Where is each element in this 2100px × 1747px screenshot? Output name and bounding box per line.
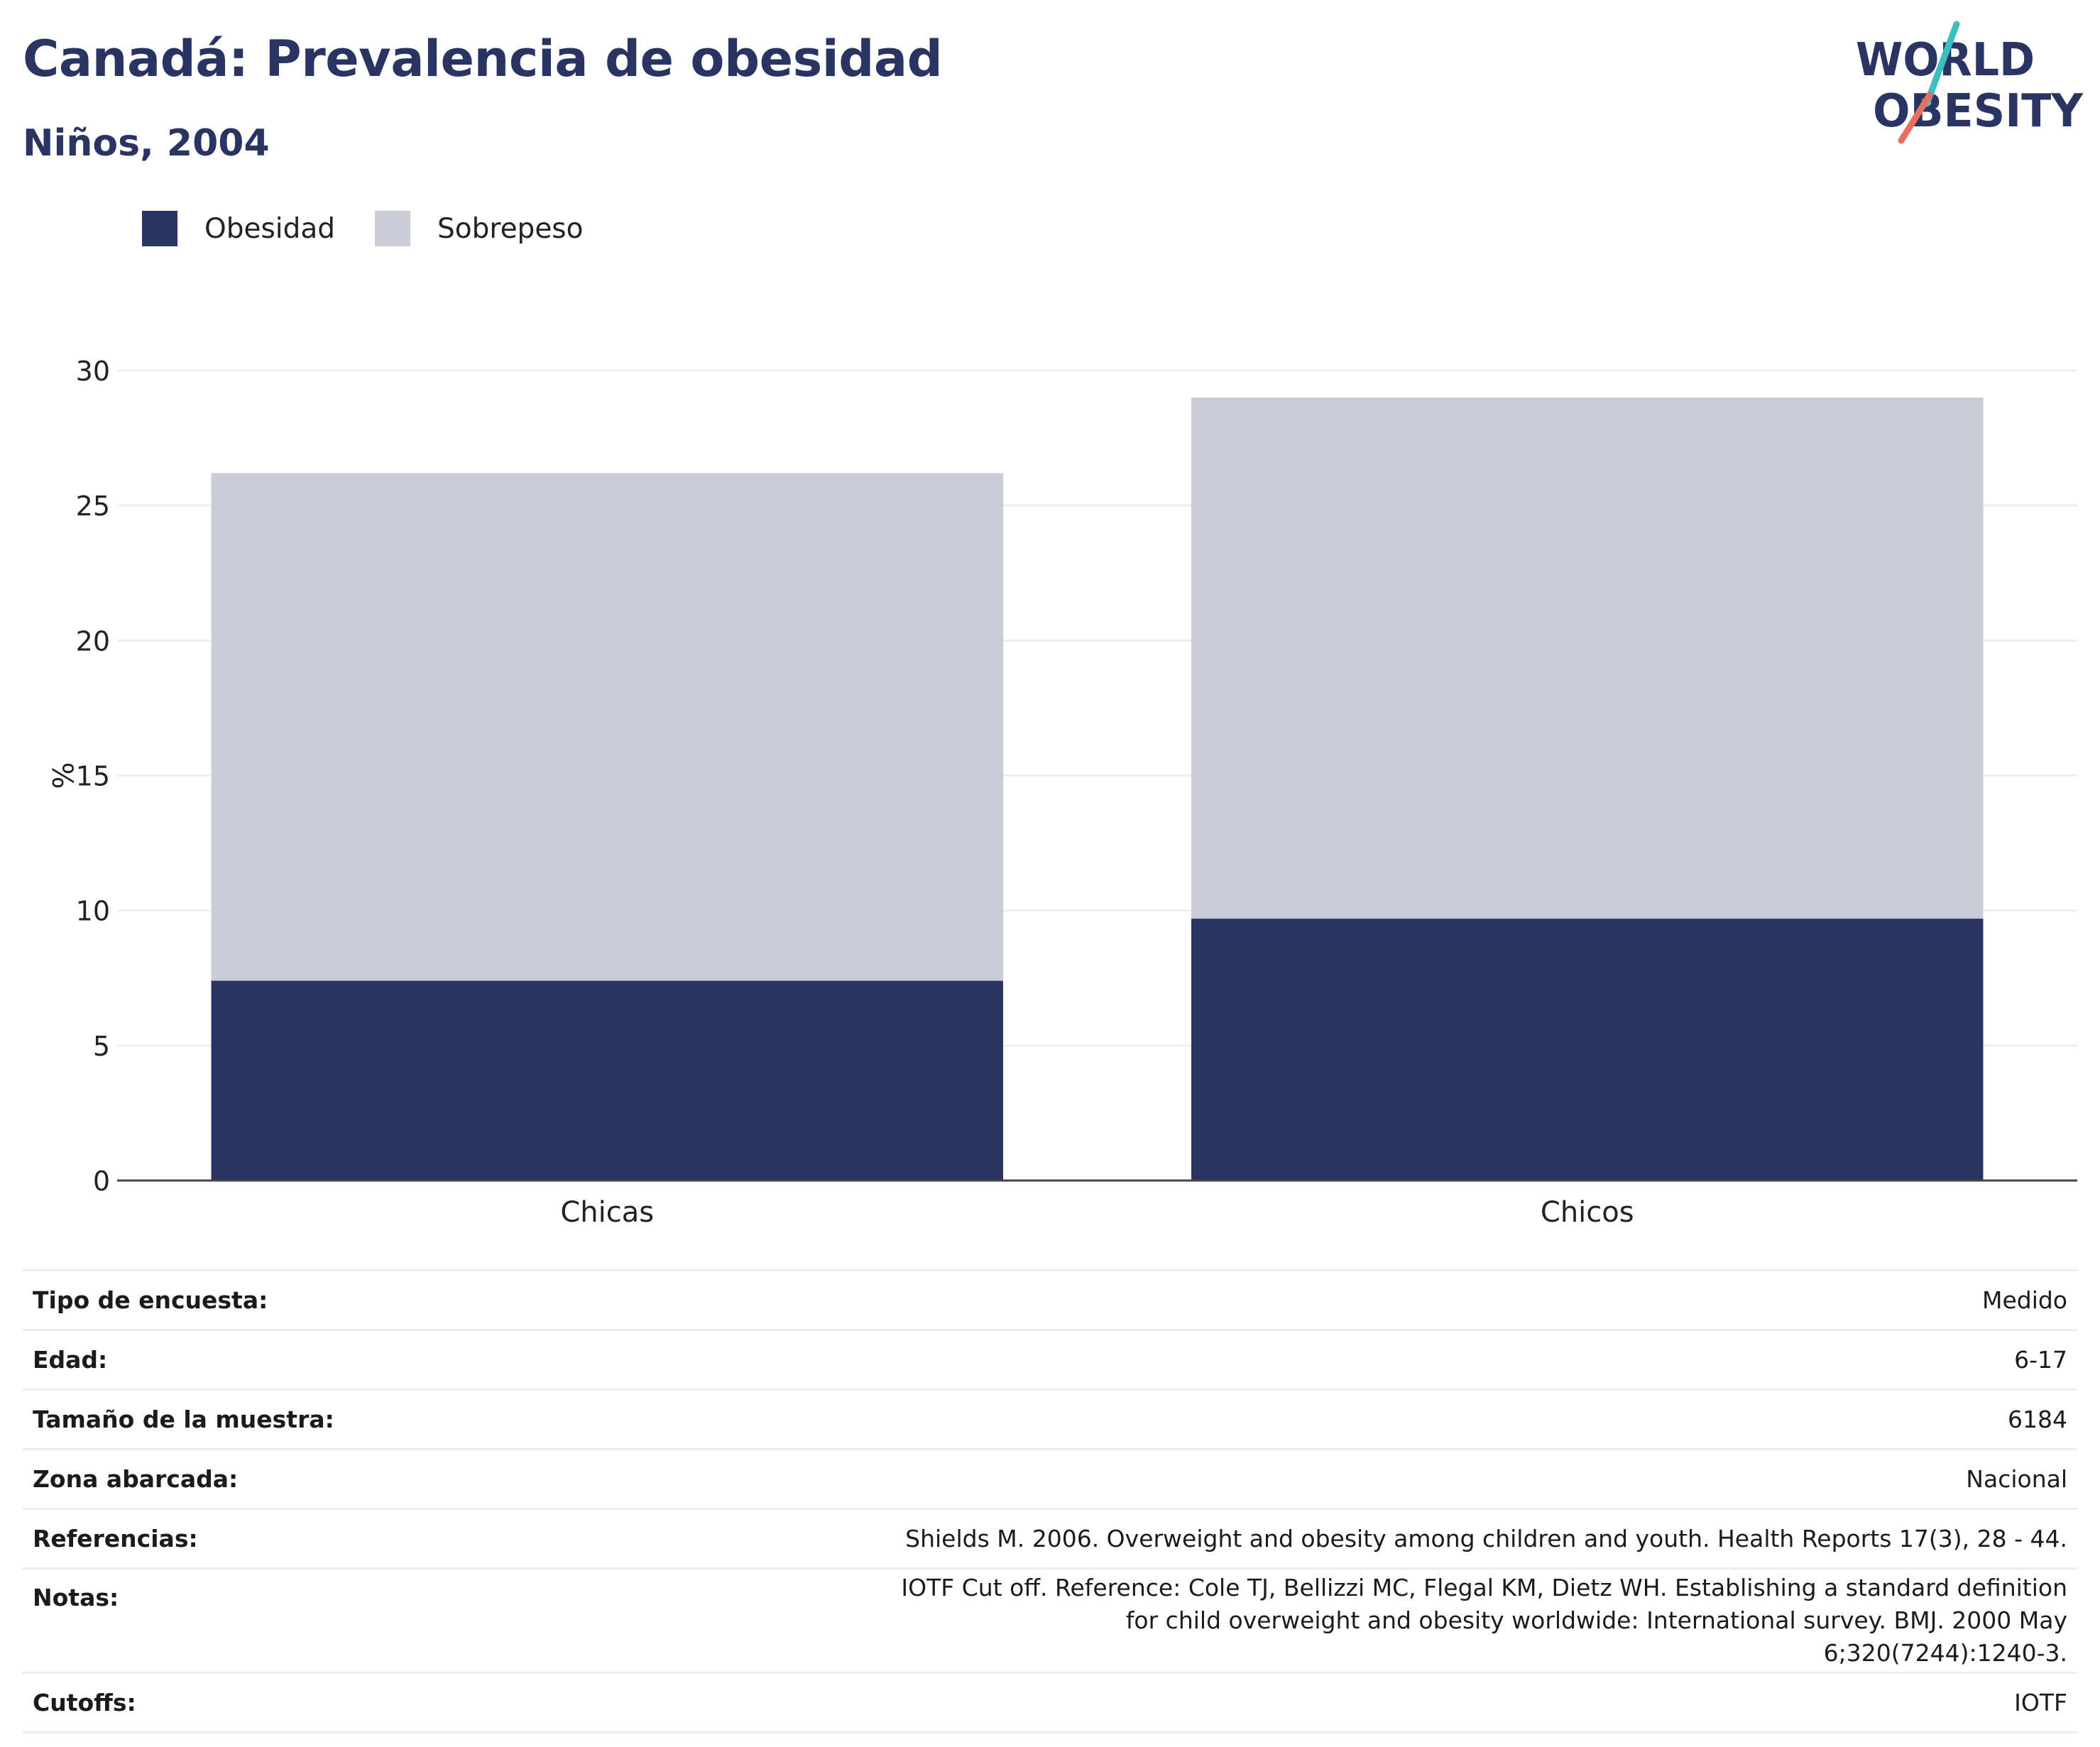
- info-label: Notas:: [33, 1584, 119, 1611]
- y-tick-label: 15: [76, 761, 110, 792]
- stacked-bar-chart: 0 5 10 15 20 25 30% Chicas Chicos: [45, 356, 2077, 1229]
- x-tick-label: Chicas: [560, 1196, 654, 1229]
- y-tick-label: 20: [76, 625, 110, 657]
- info-value: IOTF Cut off. Reference: Cole TJ, Belliz…: [901, 1574, 2067, 1667]
- info-value: 6-17: [2014, 1345, 2067, 1374]
- y-tick-label: 0: [93, 1166, 110, 1197]
- info-row-age: Edad: 6-17: [23, 1330, 2077, 1390]
- legend-swatch-obesity: [142, 211, 177, 246]
- info-row-notes: Notas: IOTF Cut off. Reference: Cole TJ,…: [23, 1568, 2077, 1673]
- bar-obesity-chicos: [1191, 919, 1984, 1181]
- logo-slash-coral: [1898, 92, 1933, 144]
- info-value: Nacional: [1966, 1464, 2067, 1493]
- info-label: Edad:: [33, 1346, 108, 1374]
- chart-subtitle: Niños, 2004: [23, 122, 270, 165]
- y-tick-label: 25: [76, 491, 110, 522]
- info-label: Zona abarcada:: [33, 1465, 239, 1493]
- info-label: Tipo de encuesta:: [33, 1286, 268, 1314]
- info-row-survey-type: Tipo de encuesta: Medido: [23, 1270, 2077, 1330]
- info-value: Medido: [1981, 1286, 2067, 1314]
- survey-info-table: Tipo de encuesta: Medido Edad: 6-17 Tama…: [23, 1269, 2077, 1734]
- legend-label-overweight: Sobrepeso: [437, 212, 584, 245]
- y-tick-label: 10: [76, 896, 110, 927]
- info-label: Cutoffs:: [33, 1689, 136, 1716]
- world-obesity-logo: WORLD OBESITY: [1856, 21, 2084, 144]
- legend-item-overweight[interactable]: Sobrepeso: [375, 211, 584, 246]
- info-label: Referencias:: [33, 1525, 198, 1552]
- legend-item-obesity[interactable]: Obesidad: [142, 211, 335, 246]
- info-row-references: Referencias: Shields M. 2006. Overweight…: [23, 1508, 2077, 1569]
- y-axis-title: %: [45, 762, 78, 789]
- info-row-area: Zona abarcada: Nacional: [23, 1449, 2077, 1509]
- bar-obesity-chicas: [211, 980, 1003, 1181]
- chart-title: Canadá: Prevalencia de obesidad: [23, 30, 943, 88]
- chart-legend: Obesidad Sobrepeso: [142, 210, 623, 247]
- info-value: IOTF: [2014, 1688, 2067, 1716]
- y-tick-label: 5: [93, 1031, 110, 1062]
- info-value: Shields M. 2006. Overweight and obesity …: [905, 1524, 2067, 1552]
- legend-label-obesity: Obesidad: [204, 212, 336, 245]
- bar-overweight-chicos: [1191, 398, 1984, 919]
- legend-swatch-overweight: [375, 211, 411, 246]
- info-row-cutoffs: Cutoffs: IOTF: [23, 1672, 2077, 1733]
- info-value: 6184: [2008, 1405, 2067, 1433]
- info-label: Tamaño de la muestra:: [33, 1406, 334, 1433]
- y-tick-label: 30: [76, 356, 110, 387]
- info-row-sample-size: Tamaño de la muestra: 6184: [23, 1389, 2077, 1450]
- bar-overweight-chicas: [211, 473, 1003, 981]
- logo-slash-teal: [1923, 21, 1960, 107]
- x-tick-label: Chicos: [1541, 1196, 1634, 1229]
